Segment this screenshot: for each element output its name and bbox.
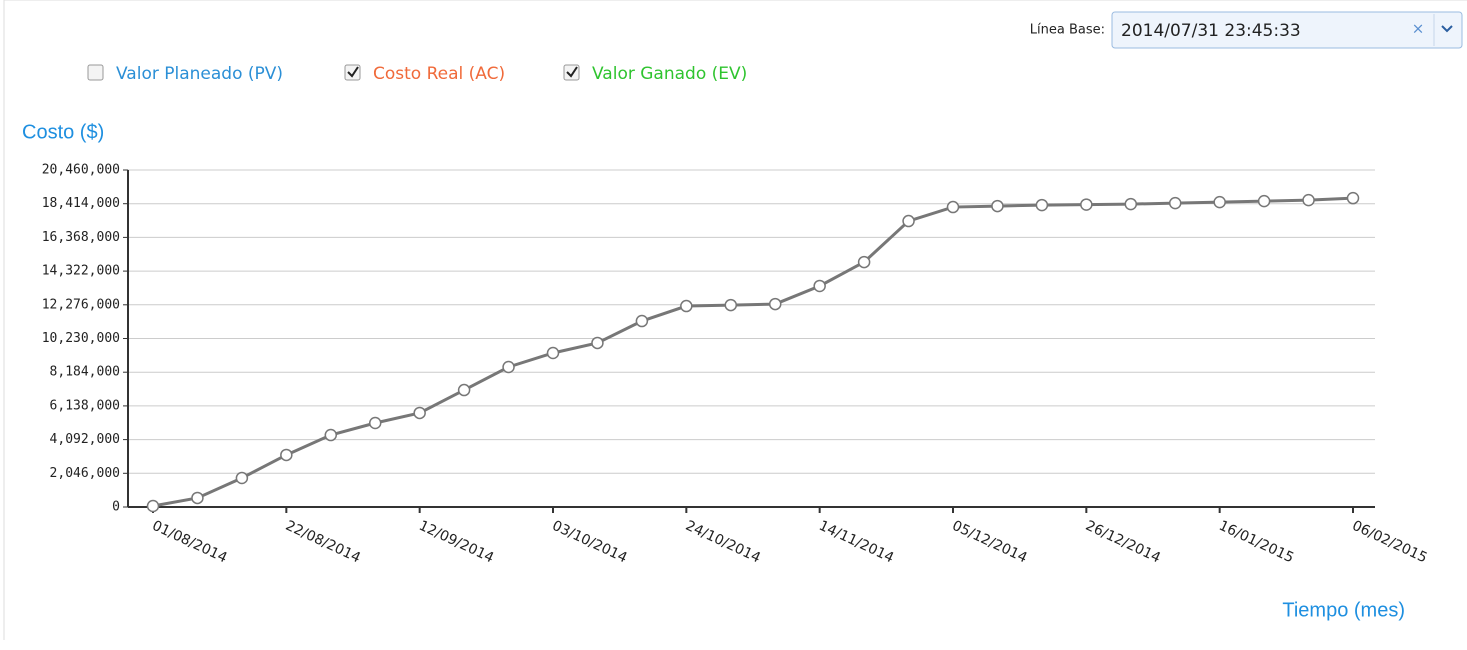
checkmark — [566, 66, 578, 78]
x-tick-label: 03/10/2014 — [550, 518, 630, 567]
y-tick-label: 2,046,000 — [50, 466, 120, 481]
point — [857, 255, 871, 269]
point — [991, 199, 1004, 213]
y-axis-title: Costo ($) — [22, 121, 104, 143]
y-tick-label: 14,322,000 — [42, 264, 120, 279]
baseline-label: Línea Base: — [1030, 23, 1105, 38]
x-tick-label: 26/12/2014 — [1083, 518, 1163, 567]
point — [902, 214, 915, 228]
point — [635, 314, 649, 328]
point — [813, 279, 826, 293]
line — [152, 196, 1354, 508]
y-tick-label: 4,092,000 — [50, 432, 120, 447]
clear-button[interactable]: × — [1412, 20, 1425, 38]
point — [1168, 196, 1182, 210]
x-tick-label: 06/02/2015 — [1350, 518, 1430, 567]
point — [1080, 198, 1093, 211]
x-tick-label: 05/12/2014 — [950, 518, 1030, 567]
point — [1257, 194, 1271, 208]
y-tick-label: 6,138,000 — [50, 398, 120, 413]
point — [724, 298, 738, 312]
dropdown-arrow[interactable] — [1441, 25, 1453, 33]
x-tick-label: 22/08/2014 — [283, 518, 363, 567]
point — [368, 416, 382, 430]
point — [546, 346, 560, 360]
y-tick-label: 18,414,000 — [42, 196, 120, 211]
y-tick-label: 16,368,000 — [42, 230, 120, 245]
y-tick-label: 0 — [112, 500, 120, 515]
checkmark — [347, 66, 359, 78]
point — [1124, 197, 1138, 211]
y-tick-label: 10,230,000 — [42, 331, 120, 346]
point — [502, 360, 515, 374]
combo-box[interactable] — [1111, 11, 1463, 49]
y-tick-label: 20,460,000 — [42, 163, 120, 178]
point — [768, 297, 782, 311]
point — [1213, 195, 1226, 209]
point — [324, 428, 338, 442]
x-tick-label: 01/08/2014 — [150, 518, 230, 567]
x-tick-label: 14/11/2014 — [816, 518, 896, 567]
point — [946, 200, 960, 214]
point — [280, 448, 293, 462]
baseline-value: 2014/07/31 23:45:33 — [1121, 21, 1301, 41]
y-tick-label: 12,276,000 — [42, 297, 120, 312]
x-axis-title: Tiempo (mes) — [1282, 599, 1405, 621]
legend-label[interactable]: Valor Ganado (EV) — [592, 64, 747, 84]
x-tick-label: 12/09/2014 — [416, 518, 496, 567]
checkbox[interactable] — [87, 64, 104, 81]
point — [413, 406, 426, 420]
point — [1346, 191, 1360, 205]
x-tick-label: 16/01/2015 — [1216, 518, 1296, 567]
point — [591, 336, 604, 350]
point — [680, 299, 693, 313]
point — [1302, 193, 1315, 207]
y-tick-label: 8,184,000 — [50, 365, 120, 380]
point — [235, 471, 249, 485]
point — [1035, 198, 1049, 212]
point — [457, 383, 471, 397]
legend-label[interactable]: Valor Planeado (PV) — [116, 64, 283, 84]
baseline-combo[interactable]: 2014/07/31 23:45:33 × — [1111, 11, 1463, 49]
point — [146, 499, 160, 513]
legend-label[interactable]: Costo Real (AC) — [373, 64, 505, 84]
x-tick-label: 24/10/2014 — [683, 518, 763, 567]
point — [191, 491, 204, 505]
